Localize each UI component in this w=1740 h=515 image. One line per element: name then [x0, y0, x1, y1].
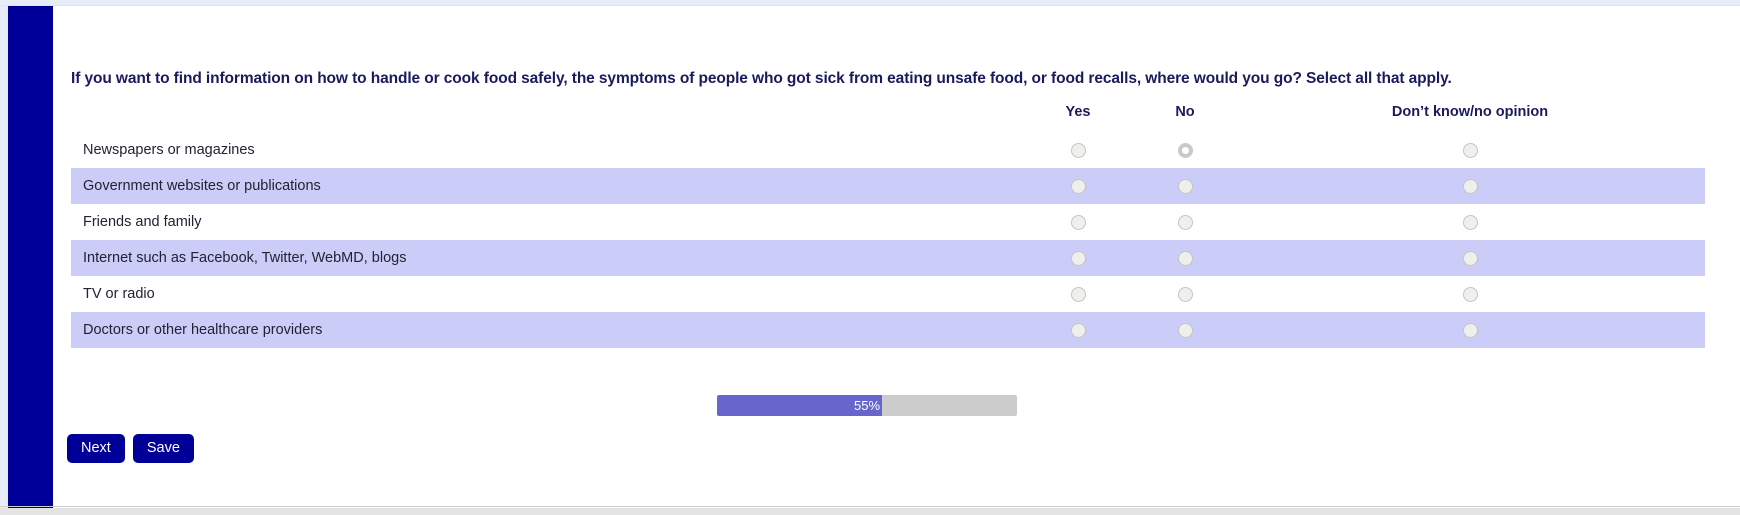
row-label: Newspapers or magazines	[83, 142, 255, 158]
question-text: If you want to find information on how t…	[71, 70, 1452, 87]
radio-row1-dont-know[interactable]	[1462, 178, 1478, 194]
radio-row0-no[interactable]	[1177, 142, 1193, 158]
progress-percent-label: 55%	[853, 398, 881, 413]
row-label: Internet such as Facebook, Twitter, WebM…	[83, 250, 407, 266]
radio-row5-no[interactable]	[1177, 322, 1193, 338]
radio-row5-dont-know[interactable]	[1462, 322, 1478, 338]
table-row: Doctors or other healthcare providers	[71, 312, 1705, 348]
bottom-edge-strip	[0, 508, 1740, 515]
sidebar-rail	[8, 6, 53, 508]
next-button[interactable]: Next	[67, 434, 125, 463]
table-row: Internet such as Facebook, Twitter, WebM…	[71, 240, 1705, 276]
grid-header-row: Yes No Don’t know/no opinion	[71, 100, 1705, 132]
progress-bar-fill	[717, 395, 882, 416]
table-row: Friends and family	[71, 204, 1705, 240]
column-header-no: No	[1175, 104, 1195, 120]
radio-row1-yes[interactable]	[1070, 178, 1086, 194]
column-header-dont-know: Don’t know/no opinion	[1391, 104, 1549, 120]
table-row: Newspapers or magazines	[71, 132, 1705, 168]
radio-row2-dont-know[interactable]	[1462, 214, 1478, 230]
radio-row3-no[interactable]	[1177, 250, 1193, 266]
radio-row1-no[interactable]	[1177, 178, 1193, 194]
radio-row2-yes[interactable]	[1070, 214, 1086, 230]
column-header-yes: Yes	[1065, 104, 1091, 120]
row-label: Government websites or publications	[83, 178, 321, 194]
top-edge-divider	[0, 5, 1740, 6]
radio-row0-yes[interactable]	[1070, 142, 1086, 158]
survey-content: If you want to find information on how t…	[53, 6, 1740, 508]
radio-row4-no[interactable]	[1177, 286, 1193, 302]
row-label: Friends and family	[83, 214, 202, 230]
radio-row3-dont-know[interactable]	[1462, 250, 1478, 266]
top-edge-strip	[0, 0, 1740, 5]
progress-bar: 55%	[717, 395, 1017, 416]
table-row: Government websites or publications	[71, 168, 1705, 204]
row-label: TV or radio	[83, 286, 155, 302]
radio-row3-yes[interactable]	[1070, 250, 1086, 266]
sidebar-gutter	[0, 6, 8, 508]
action-buttons: Next Save	[67, 434, 194, 463]
radio-row2-no[interactable]	[1177, 214, 1193, 230]
save-button[interactable]: Save	[132, 434, 194, 463]
table-row: TV or radio	[71, 276, 1705, 312]
radio-row5-yes[interactable]	[1070, 322, 1086, 338]
radio-row4-dont-know[interactable]	[1462, 286, 1478, 302]
radio-row0-dont-know[interactable]	[1462, 142, 1478, 158]
row-label: Doctors or other healthcare providers	[83, 322, 323, 338]
bottom-edge-divider	[0, 506, 1740, 507]
radio-row4-yes[interactable]	[1070, 286, 1086, 302]
survey-grid: Yes No Don’t know/no opinion Newspapers …	[71, 100, 1705, 348]
